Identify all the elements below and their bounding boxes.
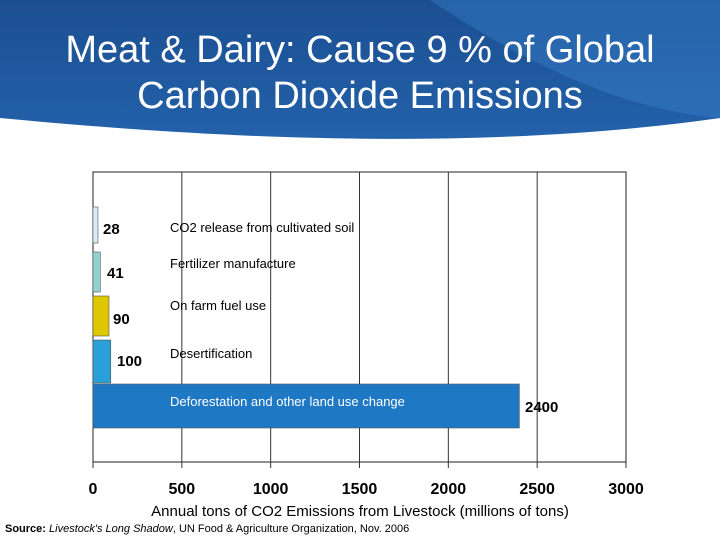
x-tick-label: 1000 [253, 481, 289, 498]
x-tick-label: 3000 [608, 481, 644, 498]
bar [92, 339, 112, 384]
bar [92, 295, 110, 337]
x-tick-label: 500 [168, 481, 195, 498]
x-tick-label: 0 [89, 481, 98, 498]
bar-category-label: On farm fuel use [170, 298, 266, 313]
bar-category-label: CO2 release from cultivated soil [170, 220, 354, 235]
bar-category-label: Desertification [170, 346, 252, 361]
bar-value-label: 100 [117, 353, 142, 370]
x-tick-label: 1500 [342, 481, 378, 498]
header-swoosh-highlight [430, 0, 720, 118]
x-tick-label: 2000 [431, 481, 467, 498]
source-details: , UN Food & Agriculture Organization, No… [172, 523, 410, 535]
bar-value-label: 90 [113, 311, 130, 328]
bar [92, 383, 520, 429]
slide-title-line-1: Meat & Dairy: Cause 9 % of Global [65, 29, 655, 71]
bar-value-label: 41 [107, 265, 124, 282]
bar-value-label: 2400 [525, 399, 558, 416]
header-swoosh [0, 118, 720, 150]
bar-category-label: Fertilizer manufacture [170, 256, 296, 271]
source-label: Source: [5, 523, 46, 535]
bar-value-label: 28 [103, 221, 120, 238]
header-band [0, 0, 720, 150]
bar-category-label: Deforestation and other land use change [170, 394, 405, 409]
source-title: Livestock's Long Shadow [49, 523, 173, 535]
x-axis-title: Annual tons of CO2 Emissions from Livest… [151, 503, 569, 520]
bar [92, 251, 101, 293]
slide-title-line-2: Carbon Dioxide Emissions [137, 75, 583, 117]
bar [92, 206, 99, 244]
x-tick-label: 2500 [519, 481, 555, 498]
source-note: Source: Livestock's Long Shadow, UN Food… [5, 523, 409, 535]
